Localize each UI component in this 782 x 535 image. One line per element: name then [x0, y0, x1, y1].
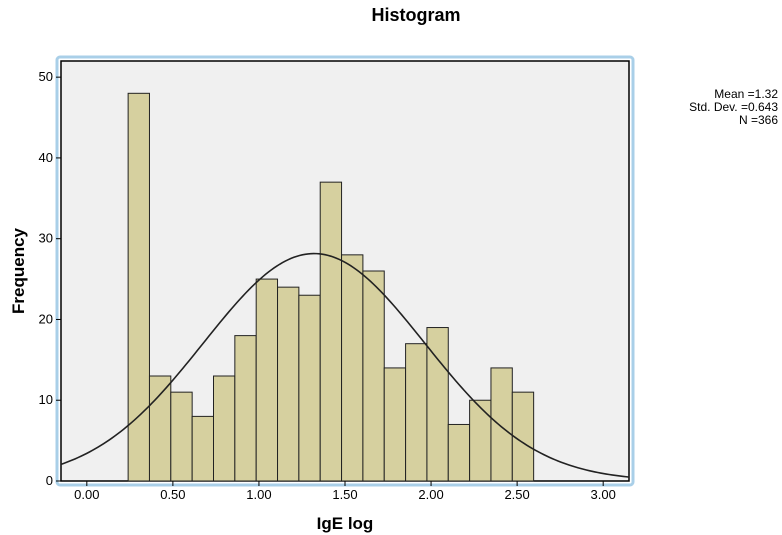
- bars-group: [127, 92, 535, 482]
- histogram-bar: [341, 254, 364, 482]
- axis-ticks: 0.00 0.50 1.00 1.50 2.00 2.50 3.00 0 10 20 30 40 50: [39, 69, 616, 502]
- histogram-bar: [170, 391, 193, 482]
- x-tick-label: 3.00: [591, 487, 616, 502]
- y-tick-label: 20: [39, 311, 53, 326]
- normal-curve: [60, 252, 630, 478]
- histogram-bar: [383, 367, 407, 482]
- x-tick-label: 2.00: [418, 487, 443, 502]
- stats-legend: Mean =1.32 Std. Dev. =0.643 N =366: [668, 88, 778, 127]
- histogram-bar: [405, 343, 428, 482]
- histogram-bar: [319, 181, 343, 482]
- x-tick-label: 0.50: [160, 487, 185, 502]
- histogram-bar: [469, 399, 492, 482]
- y-tick-label: 40: [39, 150, 53, 165]
- x-tick-label: 1.50: [332, 487, 357, 502]
- stats-n: N =366: [738, 113, 778, 127]
- histogram-bar: [447, 423, 471, 482]
- chart-title: Histogram: [371, 5, 461, 25]
- y-axis-title: Frequency: [9, 227, 28, 314]
- histogram-bar: [362, 270, 385, 482]
- histogram-bar: [212, 375, 236, 482]
- x-tick-label: 0.00: [74, 487, 99, 502]
- histogram-bar: [298, 294, 321, 482]
- histogram-bar: [277, 286, 300, 482]
- y-tick-label: 10: [39, 392, 53, 407]
- histogram-bar: [234, 335, 257, 482]
- stats-std-dev: Std. Dev. =0.643: [689, 100, 778, 114]
- stats-mean: Mean =1.32: [714, 87, 778, 101]
- histogram-bar: [127, 92, 150, 482]
- y-tick-label: 0: [46, 473, 53, 488]
- x-tick-label: 1.00: [246, 487, 271, 502]
- y-tick-label: 30: [39, 231, 53, 246]
- y-tick-label: 50: [39, 69, 53, 84]
- histogram-bar: [511, 391, 535, 482]
- histogram-bar: [191, 415, 214, 482]
- histogram-bar: [490, 367, 513, 482]
- x-tick-label: 2.50: [504, 487, 529, 502]
- histogram-bar: [255, 278, 279, 482]
- x-axis-title: IgE log: [317, 514, 374, 533]
- histogram-bar: [148, 375, 172, 482]
